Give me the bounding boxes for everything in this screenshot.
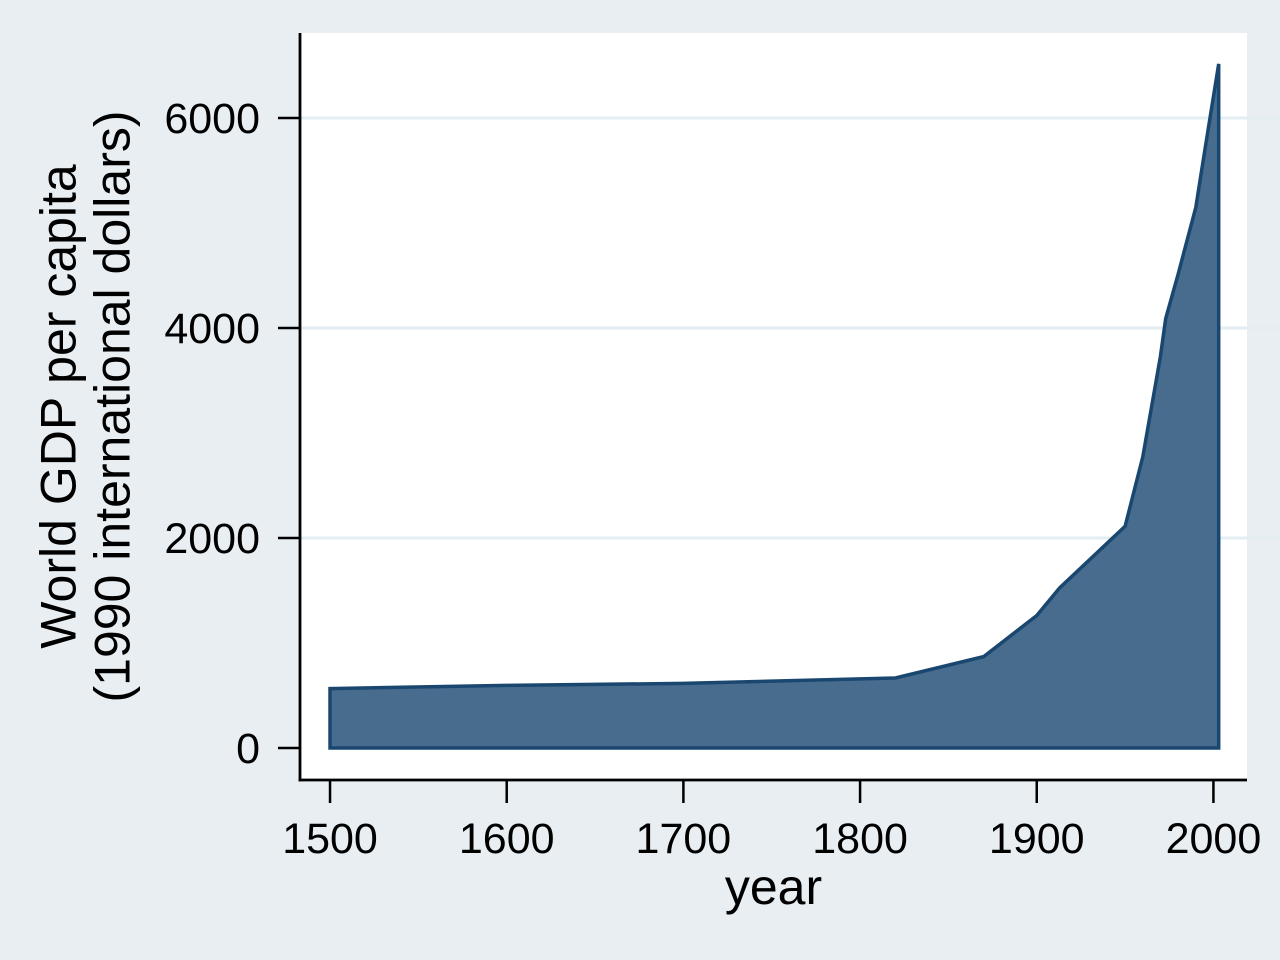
y-tick-label: 0 (236, 725, 260, 773)
area-series-world-gdp-per-capita (328, 63, 1221, 750)
x-tick-label: 1500 (282, 815, 378, 863)
y-tick-label: 4000 (164, 305, 260, 353)
x-tick-label: 1700 (636, 815, 732, 863)
x-tick-label: 1800 (812, 815, 908, 863)
x-tick-label: 1900 (989, 815, 1085, 863)
y-axis-title-line-2: (1990 international dollars) (85, 110, 141, 702)
y-tick-label: 6000 (164, 95, 260, 143)
y-axis-title-line-1: World GDP per capita (31, 164, 87, 649)
x-tick-label: 2000 (1166, 815, 1262, 863)
x-axis-title: year (725, 859, 822, 915)
y-tick-label: 2000 (164, 515, 260, 563)
x-tick-label: 1600 (459, 815, 555, 863)
